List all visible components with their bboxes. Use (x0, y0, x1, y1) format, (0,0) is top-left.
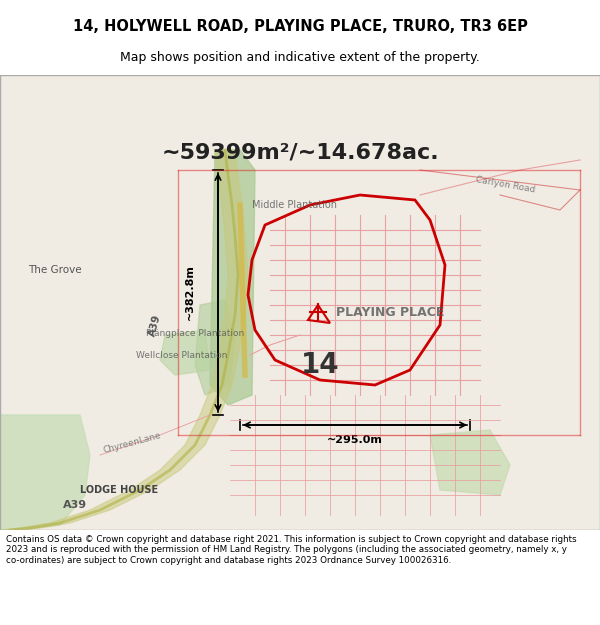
Text: ChyreenLane: ChyreenLane (102, 431, 162, 455)
Polygon shape (430, 430, 510, 495)
Text: Wellclose Plantation: Wellclose Plantation (136, 351, 227, 359)
Text: Carlyon Road: Carlyon Road (475, 176, 535, 194)
Polygon shape (160, 330, 210, 375)
Polygon shape (195, 300, 235, 395)
Text: Plȧngplace Plantation: Plȧngplace Plantation (146, 329, 244, 338)
Text: PLAYING PLACE: PLAYING PLACE (336, 306, 444, 319)
Polygon shape (210, 150, 255, 405)
Text: 14: 14 (301, 351, 340, 379)
Text: Middle Plantation: Middle Plantation (253, 200, 337, 210)
Text: A39: A39 (147, 313, 163, 337)
Text: The Grove: The Grove (28, 265, 82, 275)
Text: 14, HOLYWELL ROAD, PLAYING PLACE, TRURO, TR3 6EP: 14, HOLYWELL ROAD, PLAYING PLACE, TRURO,… (73, 19, 527, 34)
Polygon shape (0, 415, 90, 530)
Polygon shape (0, 150, 248, 530)
Text: A39: A39 (63, 500, 87, 510)
Text: ~382.8m: ~382.8m (185, 264, 195, 321)
Text: Contains OS data © Crown copyright and database right 2021. This information is : Contains OS data © Crown copyright and d… (6, 535, 577, 564)
Text: Map shows position and indicative extent of the property.: Map shows position and indicative extent… (120, 51, 480, 64)
Text: ~59399m²/~14.678ac.: ~59399m²/~14.678ac. (161, 143, 439, 163)
Text: ~295.0m: ~295.0m (327, 435, 383, 445)
Text: LODGE HOUSE: LODGE HOUSE (80, 485, 158, 495)
